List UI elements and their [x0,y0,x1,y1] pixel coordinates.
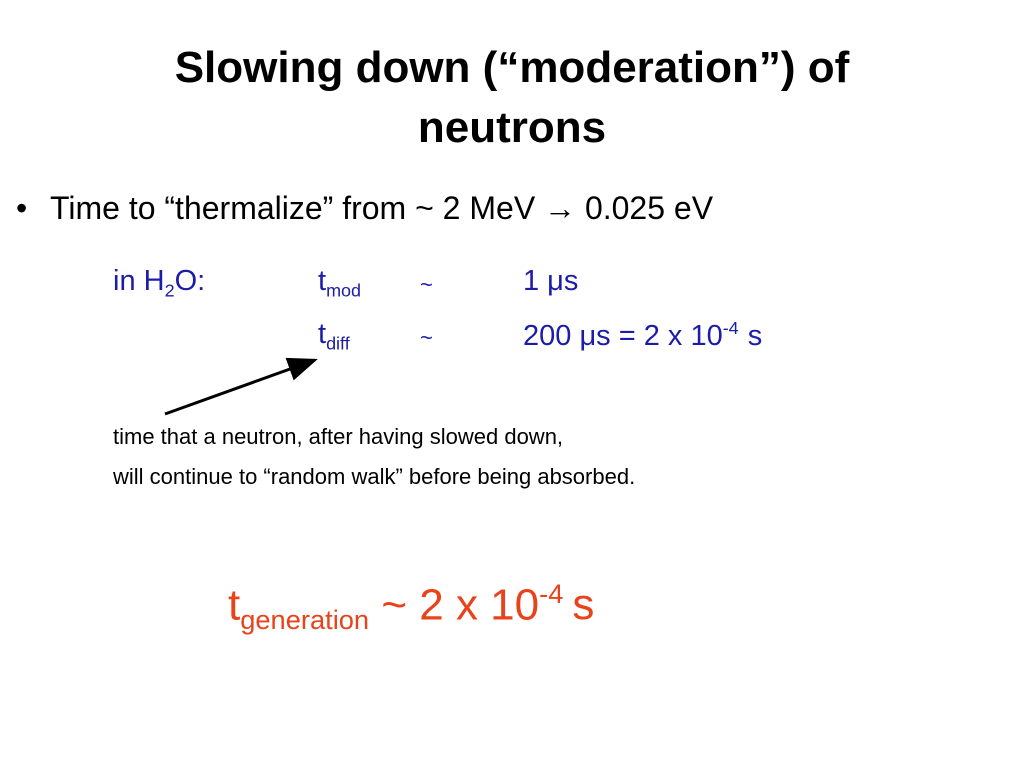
note-line: will continue to “random walk” before be… [113,464,636,489]
symbol: t [318,265,327,297]
arrow [164,357,318,416]
value: 200 μs = 2 x 10 [523,319,723,352]
relation: ~ [420,325,433,350]
symbol-sub: generation [240,603,370,635]
medium-sub: 2 [164,280,175,301]
symbol-sub: mod [326,280,362,301]
medium: in H2O: [113,265,205,301]
row-value: 200 μs = 2 x 10-4 s [523,318,762,353]
row-value: 1 μs [523,265,579,297]
relation: ~ [420,272,433,297]
row-symbol: tmod [318,265,361,301]
note-line: time that a neutron, after having slowed… [113,424,564,449]
symbol-sub: diff [326,333,350,354]
slide-title: Slowing down (“moderation”) of neutrons [174,43,850,152]
bullet: Time to “thermalize” from ~ 2 MeV → 0.02… [16,190,713,227]
medium-base: in H [113,265,165,297]
exponent: -4 [539,578,564,609]
row-symbol: tdiff [318,318,350,354]
unit: s [747,319,763,352]
medium-rest: O: [174,265,206,297]
value: ~ 2 x 10 [381,580,540,630]
unit: s [572,580,595,630]
symbol: t [228,580,241,630]
symbol: t [318,318,327,350]
generation: tgeneration ~ 2 x 10-4 s [228,578,594,636]
exponent: -4 [722,318,739,338]
